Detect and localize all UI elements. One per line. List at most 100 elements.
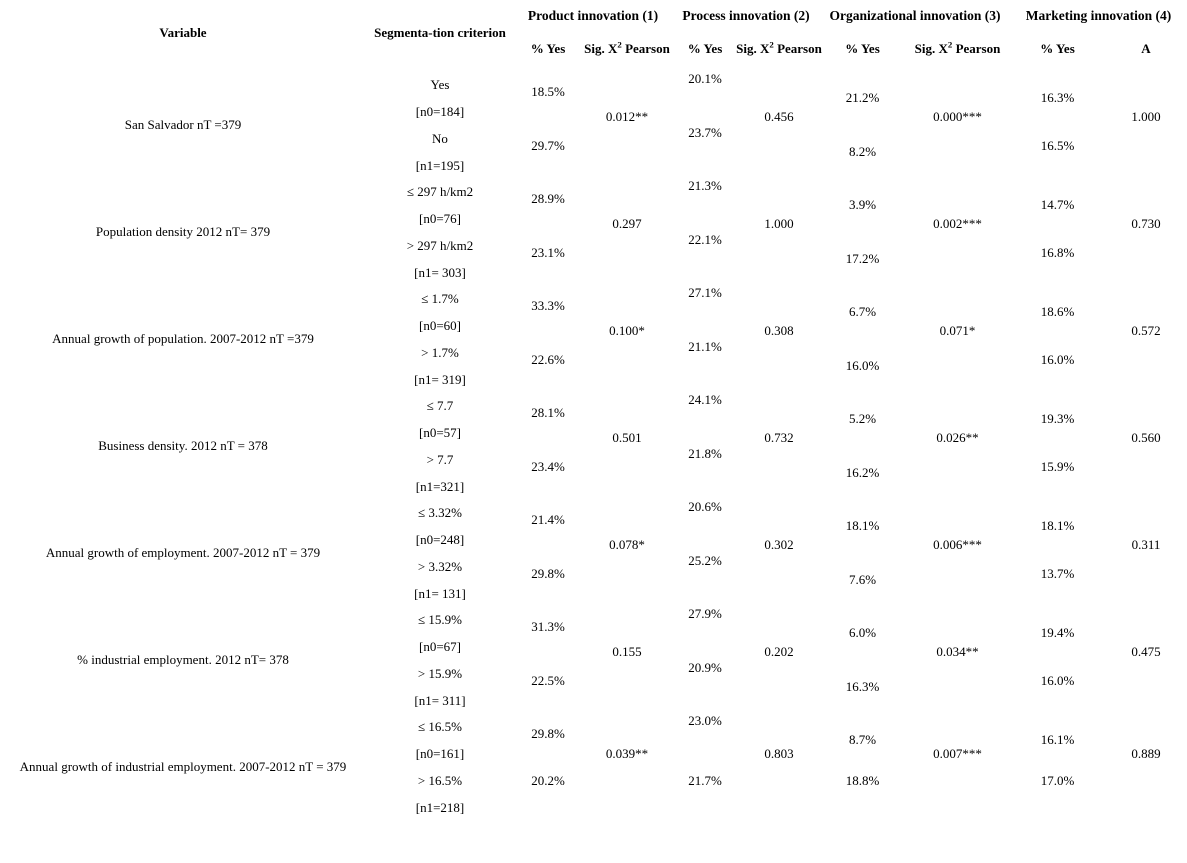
marketing-yes-pct-1: 16.1%	[1040, 732, 1075, 747]
process-sig-value: 1.000	[764, 216, 794, 232]
header-product-innovation: Product innovation (1)	[527, 8, 659, 24]
criterion-n0-count: [n0=76]	[419, 211, 461, 227]
criterion-n1-count: [n1= 131]	[414, 585, 466, 601]
product-yes-pct-2: 22.6%	[531, 351, 565, 367]
row-group-population-density: Population density 2012 nT= 379 ≤ 297 h/…	[0, 179, 1187, 286]
product-yes-pct-2: 23.1%	[531, 244, 565, 260]
process-sig-value: 0.456	[764, 109, 794, 125]
process-yes-pct-2: 23.7%	[688, 124, 722, 140]
sig-label-prefix: Sig. X	[736, 41, 770, 57]
variable-label: San Salvador nT =379	[124, 117, 242, 133]
process-sig-value: 0.308	[764, 323, 794, 339]
criterion-n0-count: [n0=67]	[419, 639, 461, 655]
product-yes-pct-1: 28.1%	[531, 405, 565, 420]
a-value: 0.572	[1131, 323, 1161, 339]
marketing-yes-pct-2: 16.0%	[1040, 351, 1075, 367]
a-value: 0.475	[1131, 644, 1161, 660]
criterion-option-1: ≤ 15.9%	[418, 612, 462, 628]
product-sig-value: 0.012**	[605, 109, 649, 125]
criterion-n0-count: [n0=248]	[415, 532, 465, 548]
variable-label: Business density. 2012 nT = 378	[98, 438, 268, 454]
process-sig-value: 0.803	[764, 746, 794, 762]
product-yes-pct-1: 33.3%	[531, 298, 565, 313]
criterion-n0-count: [n0=57]	[419, 425, 461, 441]
sig-label-suffix: Pearson	[773, 41, 822, 57]
header-process-sig-pearson: Sig. X2 Pearson	[736, 33, 822, 66]
criterion-option-1: ≤ 297 h/km2	[406, 184, 474, 200]
product-yes-pct-1: 21.4%	[531, 512, 565, 527]
marketing-yes-pct-1: 18.1%	[1040, 518, 1075, 533]
product-yes-pct-2: 29.7%	[531, 137, 565, 153]
product-sig-value: 0.039**	[605, 746, 649, 762]
variable-label: % industrial employment. 2012 nT= 378	[77, 652, 289, 668]
organizational-yes-pct-2: 17.2%	[845, 250, 880, 266]
row-group-san-salvador: San Salvador nT =379 Yes [n0=184] No [n1…	[0, 72, 1187, 179]
criterion-option-2: > 297 h/km2	[406, 237, 474, 253]
criterion-n1-count: [n1= 303]	[414, 264, 466, 280]
header-variable: Variable	[159, 24, 207, 40]
organizational-sig-value: 0.007***	[933, 746, 982, 762]
organizational-yes-pct-1: 3.9%	[848, 197, 877, 212]
sig-label-suffix: Pearson	[952, 41, 1001, 57]
header-organizational-sig-pearson: Sig. X2 Pearson	[905, 33, 1010, 66]
criterion-option-2: > 15.9%	[417, 665, 463, 681]
sig-label: Sig. X2 Pearson	[584, 41, 670, 57]
marketing-yes-pct-2: 16.0%	[1040, 672, 1075, 688]
criterion-option-2: > 16.5%	[417, 772, 463, 788]
a-value: 0.311	[1131, 537, 1161, 553]
organizational-sig-value: 0.002***	[933, 216, 982, 232]
process-yes-pct-1: 24.1%	[688, 392, 722, 407]
process-yes-pct-2: 21.7%	[688, 772, 722, 788]
process-sig-value: 0.302	[764, 537, 794, 553]
criterion-n0-count: [n0=184]	[415, 104, 465, 120]
marketing-yes-pct-1: 19.3%	[1040, 411, 1075, 426]
criterion-option-1: ≤ 1.7%	[421, 291, 459, 307]
criterion-n0-count: [n0=60]	[419, 318, 461, 334]
organizational-yes-pct-1: 6.0%	[848, 625, 877, 640]
header-process-innovation: Process innovation (2)	[682, 8, 810, 24]
organizational-sig-value: 0.000***	[933, 109, 982, 125]
sig-label: Sig. X2 Pearson	[914, 41, 1001, 57]
criterion-option-1: Yes	[430, 77, 450, 93]
sig-label-prefix: Sig. X	[584, 41, 618, 57]
a-value: 1.000	[1131, 109, 1161, 125]
organizational-yes-pct-2: 7.6%	[848, 571, 877, 587]
organizational-sig-value: 0.071*	[939, 323, 976, 339]
criterion-n0-count: [n0=161]	[415, 746, 465, 762]
product-yes-pct-2: 23.4%	[531, 458, 565, 474]
organizational-yes-pct-1: 6.7%	[848, 304, 877, 319]
a-value: 0.560	[1131, 430, 1161, 446]
a-value: 0.889	[1131, 746, 1161, 762]
process-yes-pct-1: 21.3%	[688, 178, 722, 193]
marketing-yes-pct-2: 15.9%	[1040, 458, 1075, 474]
sig-label-superscript: 2	[769, 40, 774, 51]
process-yes-pct-2: 21.8%	[688, 445, 722, 461]
header-segmentation-criterion: Segmenta-tion criterion	[374, 24, 506, 40]
criterion-n1-count: [n1=321]	[415, 478, 465, 494]
organizational-yes-pct-2: 16.3%	[845, 678, 880, 694]
organizational-yes-pct-1: 5.2%	[848, 411, 877, 426]
process-yes-pct-1: 20.6%	[688, 499, 722, 514]
criterion-option-2: No	[432, 130, 448, 146]
row-group-industrial-employment-growth: Annual growth of industrial employment. …	[0, 714, 1187, 821]
product-sig-value: 0.100*	[609, 323, 645, 339]
organizational-yes-pct-2: 18.8%	[845, 772, 880, 788]
header-organizational-yes: % Yes	[845, 41, 880, 57]
criterion-n1-count: [n1= 319]	[414, 371, 466, 387]
product-sig-value: 0.155	[612, 644, 642, 660]
criterion-n1-count: [n1=195]	[415, 157, 465, 173]
variable-label: Annual growth of employment. 2007-2012 n…	[45, 545, 321, 561]
variable-label: Annual growth of population. 2007-2012 n…	[52, 331, 314, 347]
criterion-option-2: > 1.7%	[421, 344, 459, 360]
process-yes-pct-2: 25.2%	[688, 552, 722, 568]
marketing-yes-pct-1: 16.3%	[1040, 90, 1075, 105]
product-yes-pct-1: 29.8%	[531, 726, 565, 741]
organizational-sig-value: 0.034**	[936, 644, 979, 660]
product-sig-value: 0.297	[612, 216, 642, 232]
header-marketing-yes: % Yes	[1040, 41, 1075, 57]
sig-label-suffix: Pearson	[621, 41, 670, 57]
criterion-n1-count: [n1= 311]	[414, 692, 466, 708]
table-header: Variable Segmenta-tion criterion Product…	[0, 0, 1187, 66]
sig-label-prefix: Sig. X	[914, 41, 948, 57]
